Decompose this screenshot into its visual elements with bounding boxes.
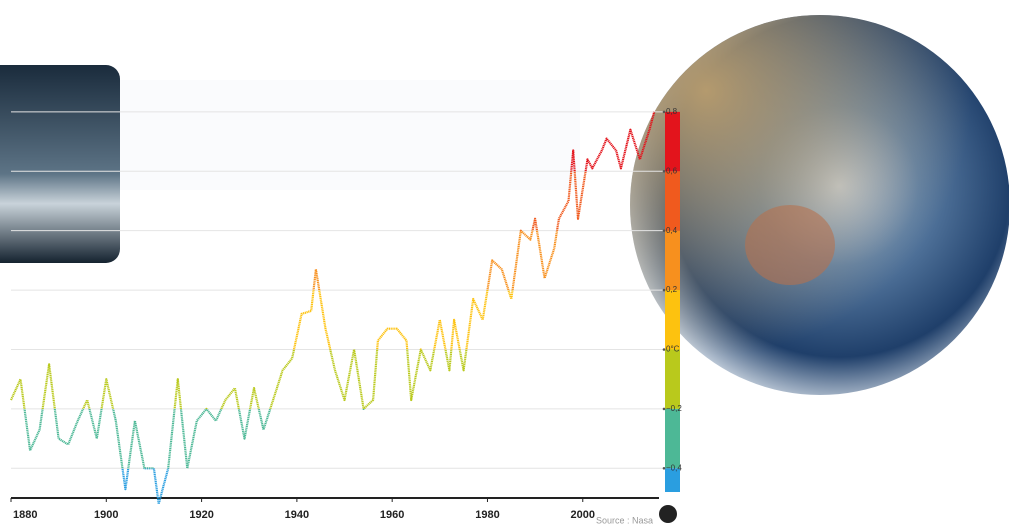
tick-dot xyxy=(662,169,666,173)
earth-land xyxy=(745,205,835,285)
faint-panel xyxy=(120,80,580,190)
logo xyxy=(659,505,677,523)
x-tick-label: 1940 xyxy=(285,509,309,521)
y-tick-label: 0,8 xyxy=(666,107,678,116)
x-tick-label: 1900 xyxy=(94,509,118,521)
tick-dot xyxy=(662,348,666,351)
color-band xyxy=(665,408,680,469)
y-tick-label: 0,2 xyxy=(666,285,678,294)
x-tick-label: 1920 xyxy=(189,509,213,521)
x-tick-label: 1960 xyxy=(380,509,404,521)
color-band xyxy=(665,111,680,172)
tick-dot xyxy=(662,110,666,114)
color-band xyxy=(665,230,680,291)
color-band xyxy=(665,171,680,231)
x-tick-label: 2000 xyxy=(571,509,595,521)
color-band xyxy=(665,349,680,409)
y-tick-label: −0,4 xyxy=(666,463,682,472)
y-tick-label: −0,2 xyxy=(666,404,682,413)
y-tick-label: 0,6 xyxy=(666,166,678,175)
tick-dot xyxy=(662,229,666,232)
source: Source : Nasa xyxy=(596,515,653,525)
tick-dot xyxy=(662,407,666,411)
chart: 0,8 0,6 0,4 0,2 0°C −0,2 −0,4 1880 1900 1920 1940 1… xyxy=(9,107,682,521)
tick-dot xyxy=(662,288,666,292)
decoration xyxy=(0,15,1009,395)
temperature-line xyxy=(9,111,656,505)
color-band xyxy=(665,468,680,492)
color-band xyxy=(665,290,680,350)
wave-image xyxy=(0,65,120,263)
x-tick-label: 1980 xyxy=(475,509,499,521)
tick-dot xyxy=(662,466,666,470)
y-tick-label: 0,4 xyxy=(666,226,678,235)
earth-dry-overlay xyxy=(630,15,1009,395)
x-tick-label: 1880 xyxy=(13,509,37,521)
y-tick-label: 0°C xyxy=(666,345,680,354)
